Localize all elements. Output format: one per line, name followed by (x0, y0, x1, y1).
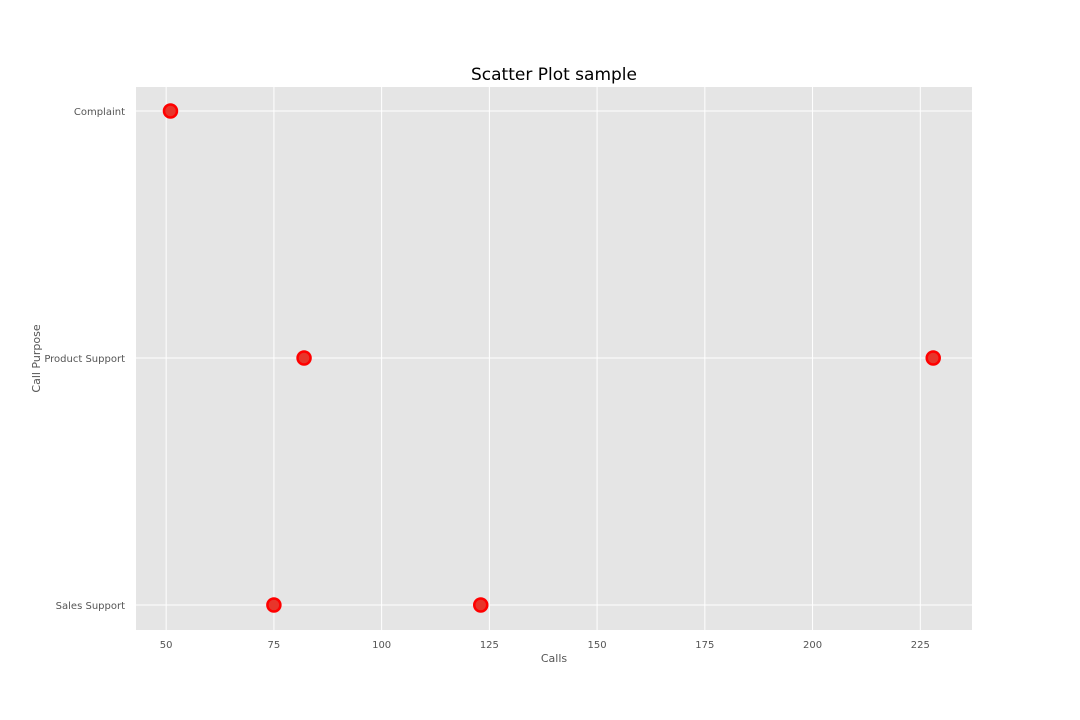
scatter-point (925, 350, 941, 366)
y-tick-label: Complaint (74, 107, 125, 118)
x-tick-label: 125 (480, 640, 499, 651)
y-tick-label: Product Support (44, 354, 125, 365)
chart-title: Scatter Plot sample (471, 65, 637, 85)
scatter-point (296, 350, 312, 366)
data-points (162, 103, 941, 613)
y-tick-labels: Complaint Product Support Sales Support (44, 107, 125, 612)
x-tick-labels: 50 75 100 125 150 175 200 225 (160, 640, 930, 651)
x-tick-label: 225 (911, 640, 930, 651)
y-tick-label: Sales Support (56, 601, 125, 612)
x-tick-label: 200 (803, 640, 822, 651)
x-tick-label: 50 (160, 640, 173, 651)
x-tick-label: 75 (268, 640, 281, 651)
x-tick-label: 100 (372, 640, 391, 651)
x-tick-label: 150 (588, 640, 607, 651)
x-axis-label: Calls (541, 652, 568, 665)
x-tick-label: 175 (695, 640, 714, 651)
y-axis-label: Call Purpose (30, 324, 43, 392)
scatter-point (266, 597, 282, 613)
scatter-point (472, 597, 489, 613)
grid-lines (136, 87, 972, 630)
scatter-point (162, 103, 179, 119)
